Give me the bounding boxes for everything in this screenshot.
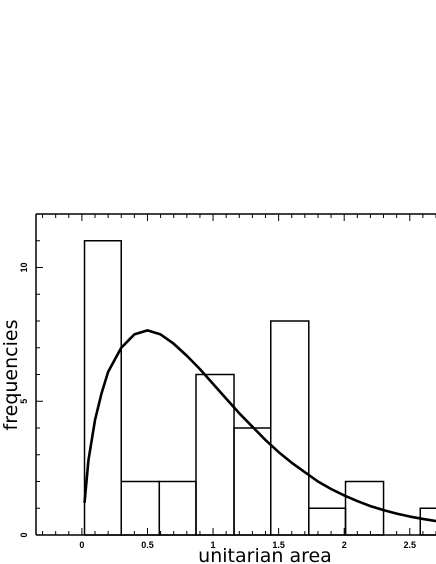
histogram-bar (344, 480, 385, 536)
histogram-bar (233, 427, 272, 536)
y-tick-label: 10 (19, 262, 29, 272)
histogram-bar (120, 480, 161, 536)
tick-labels: 0 0.5 1 1.5 2 2.5 0 5 10 (19, 262, 416, 550)
x-tick-label: 0 (79, 540, 84, 550)
histogram-bar (83, 240, 122, 536)
plot-frame (35, 213, 436, 536)
axis-ticks (36, 213, 436, 536)
x-axis-title: unitarian area (198, 545, 332, 564)
x-tick-label: 2 (342, 540, 347, 550)
y-tick-label: 5 (19, 399, 29, 404)
x-tick-label: 1 (211, 540, 216, 550)
x-tick-label: 0.5 (141, 540, 154, 550)
fit-curve-layer (83, 329, 436, 523)
histogram-bar (308, 507, 347, 536)
fit-curve (83, 329, 436, 523)
y-axis-title: frequencies (0, 320, 22, 431)
histogram-bars (83, 240, 436, 536)
histogram-bar (195, 373, 235, 536)
histogram-bar (270, 320, 310, 536)
histogram-bar (419, 507, 436, 536)
histogram-bar (158, 480, 197, 536)
y-tick-label: 0 (19, 532, 29, 537)
x-tick-label: 2.5 (404, 540, 417, 550)
x-tick-label: 1.5 (272, 540, 285, 550)
